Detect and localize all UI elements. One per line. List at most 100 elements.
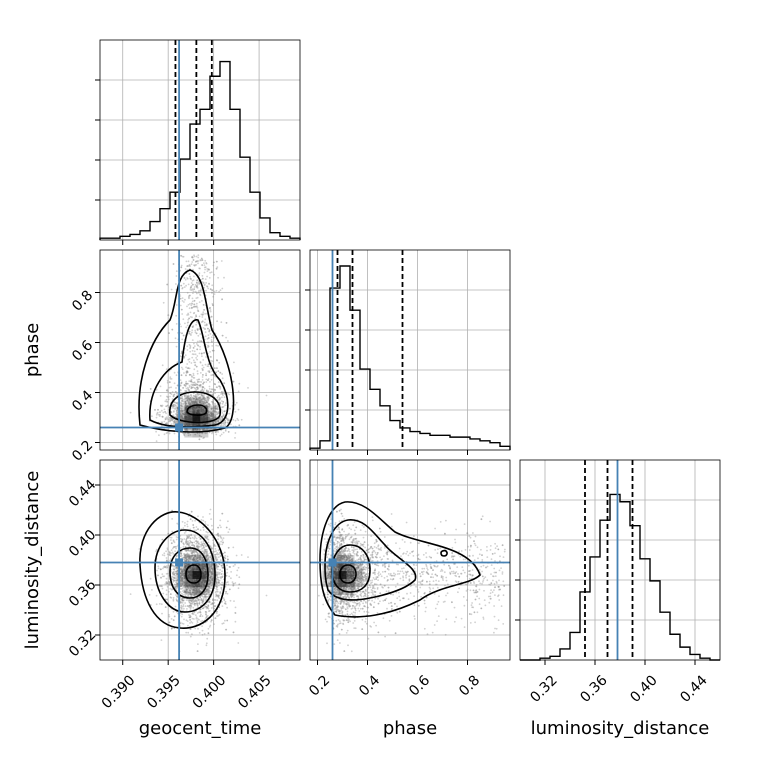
sample-point — [208, 413, 211, 416]
sample-point — [189, 619, 192, 621]
sample-point — [209, 412, 212, 415]
sample-point — [201, 394, 204, 397]
sample-point — [180, 414, 183, 417]
sample-point — [160, 404, 162, 407]
sample-point — [189, 350, 192, 353]
sample-point — [165, 557, 168, 559]
sample-point — [202, 386, 205, 388]
sample-point — [216, 421, 219, 423]
sample-point — [216, 615, 219, 617]
sample-point — [175, 275, 178, 277]
sample-point — [172, 411, 175, 413]
sample-point — [160, 603, 163, 606]
sample-point — [185, 374, 187, 377]
sample-point — [201, 395, 204, 397]
sample-point — [192, 359, 195, 362]
sample-point — [217, 412, 219, 415]
sample-point — [188, 422, 191, 425]
sample-point — [221, 422, 224, 425]
sample-point — [227, 431, 230, 433]
sample-point — [220, 526, 222, 529]
sample-point — [205, 282, 208, 284]
sample-point — [169, 419, 172, 422]
sample-point — [219, 371, 222, 374]
sample-point — [159, 395, 162, 397]
sample-point — [212, 409, 215, 412]
sample-point — [220, 400, 223, 402]
sample-point — [180, 397, 183, 400]
sample-point — [215, 430, 218, 433]
sample-point — [174, 401, 177, 404]
sample-point — [207, 363, 210, 366]
sample-point — [191, 384, 194, 386]
sample-point — [193, 395, 195, 397]
sample-point — [208, 513, 211, 515]
sample-point — [171, 391, 174, 393]
sample-point — [199, 294, 202, 297]
sample-point — [188, 332, 191, 335]
sample-point — [195, 343, 198, 345]
sample-point — [202, 374, 204, 376]
sample-point — [207, 327, 209, 330]
sample-point — [184, 278, 187, 281]
sample-point — [210, 415, 213, 418]
sample-point — [205, 553, 208, 556]
sample-point — [234, 403, 237, 406]
sample-point — [206, 607, 209, 609]
sample-point — [188, 386, 191, 388]
sample-point — [214, 402, 216, 405]
sample-point — [211, 528, 214, 531]
sample-point — [216, 406, 219, 409]
sample-point — [226, 564, 228, 567]
sample-point — [193, 350, 196, 353]
sample-point — [189, 316, 192, 318]
sample-point — [201, 376, 204, 378]
sample-point — [167, 396, 170, 399]
sample-point — [219, 559, 222, 562]
sample-point — [190, 400, 193, 402]
sample-point — [198, 282, 201, 285]
sample-point — [190, 407, 193, 410]
sample-point — [229, 407, 231, 410]
sample-point — [212, 413, 215, 415]
sample-point — [180, 352, 183, 355]
sample-point — [184, 541, 187, 543]
sample-point — [208, 277, 211, 279]
sample-point — [201, 367, 204, 370]
sample-point — [199, 381, 201, 383]
sample-point — [195, 529, 198, 532]
sample-point — [208, 423, 211, 426]
sample-point — [189, 288, 192, 291]
sample-point — [224, 430, 227, 432]
sample-point — [234, 432, 237, 434]
sample-point — [217, 538, 220, 541]
sample-point — [226, 571, 229, 574]
sample-point — [210, 378, 213, 381]
sample-point — [224, 423, 226, 426]
sample-point — [223, 410, 226, 413]
sample-point — [215, 371, 218, 374]
sample-point — [193, 275, 195, 278]
sample-point — [224, 421, 227, 424]
sample-point — [196, 344, 199, 347]
sample-point — [237, 642, 240, 644]
sample-point — [181, 418, 184, 421]
sample-point — [181, 409, 184, 412]
sample-point — [201, 259, 204, 261]
sample-point — [197, 380, 199, 383]
sample-point — [170, 542, 173, 545]
sample-point — [201, 395, 204, 397]
sample-point — [220, 391, 223, 393]
sample-point — [179, 413, 182, 416]
sample-point — [169, 395, 171, 398]
sample-point — [210, 414, 213, 417]
sample-point — [172, 405, 175, 408]
sample-point — [169, 554, 172, 557]
sample-point — [187, 402, 190, 405]
sample-point — [193, 342, 195, 345]
sample-point — [209, 418, 212, 420]
sample-point — [234, 419, 237, 422]
sample-point — [240, 554, 243, 556]
sample-point — [191, 297, 194, 300]
sample-point — [188, 541, 190, 544]
